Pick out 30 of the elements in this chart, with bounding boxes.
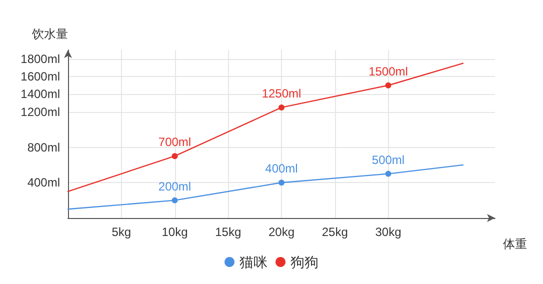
y-tick-label: 1600ml	[20, 70, 60, 84]
y-axis-title: 饮水量	[31, 27, 68, 41]
point	[385, 170, 392, 177]
data-label: 1250ml	[262, 86, 302, 100]
point	[172, 197, 178, 204]
data-label: 200ml	[158, 179, 192, 194]
x-tick-label: 20kg	[268, 225, 295, 239]
data-label: 500ml	[372, 152, 405, 167]
line-series	[67, 62, 464, 192]
y-tick-label: 1800ml	[20, 52, 60, 66]
x-tick-label: 15kg	[215, 225, 242, 239]
y-tick-label: 1400ml	[20, 87, 60, 102]
data-label: 1500ml	[368, 64, 408, 78]
y-tick-label: 400ml	[27, 176, 60, 190]
data-label: 400ml	[265, 162, 298, 176]
legend-label: 猫咪	[240, 254, 268, 270]
point	[385, 82, 392, 88]
data-label: 700ml	[158, 135, 192, 150]
x-axis-title: 体重	[503, 237, 527, 251]
y-tick-label: 800ml	[27, 140, 60, 154]
point	[172, 153, 178, 160]
x-tick-label: 5kg	[112, 225, 132, 239]
y-tick-label: 1200ml	[20, 104, 60, 119]
x-tick-label: 10kg	[162, 225, 188, 239]
legend-label: 狗狗	[290, 254, 318, 270]
point	[278, 104, 284, 110]
x-tick-label: 25kg	[322, 225, 348, 239]
x-tick-label: 30kg	[375, 225, 402, 239]
point	[278, 180, 284, 186]
line-series	[67, 164, 464, 210]
